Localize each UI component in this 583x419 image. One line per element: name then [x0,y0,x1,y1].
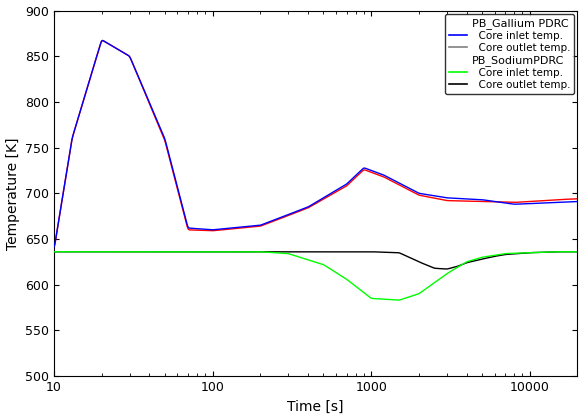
Legend: PB_Gallium PDRC,   Core inlet temp.,   Core outlet temp., PB_SodiumPDRC,   Core : PB_Gallium PDRC, Core inlet temp., Core … [445,14,574,94]
X-axis label: Time [s]: Time [s] [287,399,344,414]
Y-axis label: Temperature [K]: Temperature [K] [6,137,20,250]
